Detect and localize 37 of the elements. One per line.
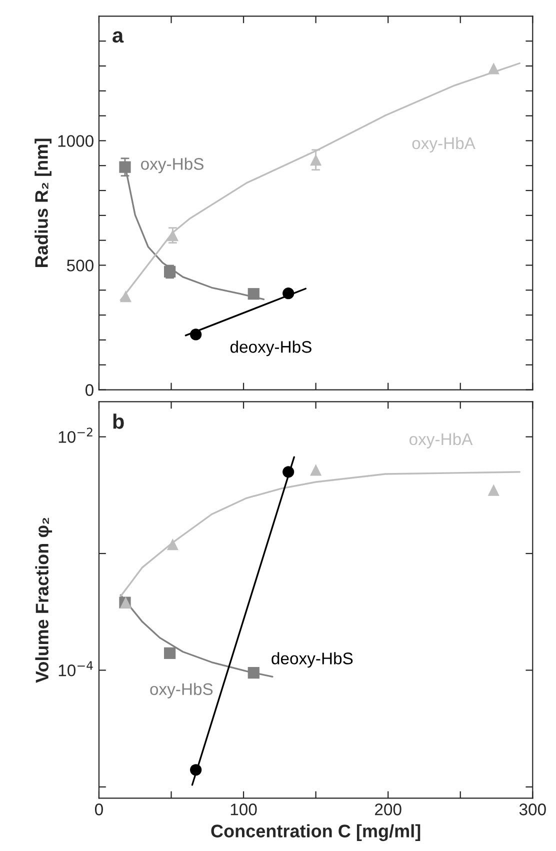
chart-title: a bbox=[112, 31, 124, 43]
series-label: oxy-HbS bbox=[150, 682, 213, 698]
point bbox=[282, 288, 294, 300]
point bbox=[166, 230, 179, 242]
point bbox=[248, 667, 260, 679]
point bbox=[248, 288, 260, 300]
point bbox=[488, 484, 500, 496]
x-tick-label: 200 bbox=[375, 804, 402, 816]
x-tick-label: 300 bbox=[519, 804, 546, 816]
series-label: deoxy-HbS bbox=[230, 340, 312, 356]
y-tick-label: 500 bbox=[66, 260, 94, 272]
y-tick-label: 10$^{−2}$ bbox=[58, 428, 92, 443]
point bbox=[282, 466, 294, 478]
point bbox=[166, 538, 179, 550]
x-tick-label: 0 bbox=[94, 804, 103, 816]
point bbox=[488, 62, 500, 74]
point bbox=[310, 154, 322, 166]
text: deoxy-HbS bbox=[272, 652, 353, 668]
point bbox=[190, 328, 202, 340]
chart-title: b bbox=[113, 414, 124, 429]
point bbox=[120, 290, 132, 302]
point bbox=[310, 464, 322, 476]
point bbox=[119, 161, 131, 173]
y-axis-title: Radius R₂ [nm] bbox=[34, 138, 52, 267]
x-axis-title: Concentration C [mg/ml] bbox=[211, 824, 420, 842]
series-label: oxy-HbA bbox=[412, 136, 476, 152]
line-series bbox=[120, 594, 274, 678]
y-tick-label: 1000 bbox=[58, 135, 94, 147]
series-label: oxy-HbS bbox=[141, 158, 204, 174]
y-tick-label: 10$^{−4}$ bbox=[58, 661, 93, 676]
point bbox=[190, 764, 202, 776]
series-label: oxy-HbA bbox=[410, 432, 473, 448]
line-series bbox=[120, 62, 520, 301]
x-tick-label: 100 bbox=[230, 804, 257, 816]
y-axis-title: Volume Fraction φ₂ bbox=[35, 518, 52, 683]
y-tick-label: 0 bbox=[85, 384, 94, 396]
point bbox=[164, 647, 176, 659]
